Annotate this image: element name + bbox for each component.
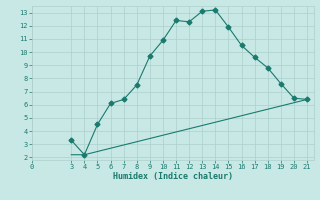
X-axis label: Humidex (Indice chaleur): Humidex (Indice chaleur) bbox=[113, 172, 233, 181]
